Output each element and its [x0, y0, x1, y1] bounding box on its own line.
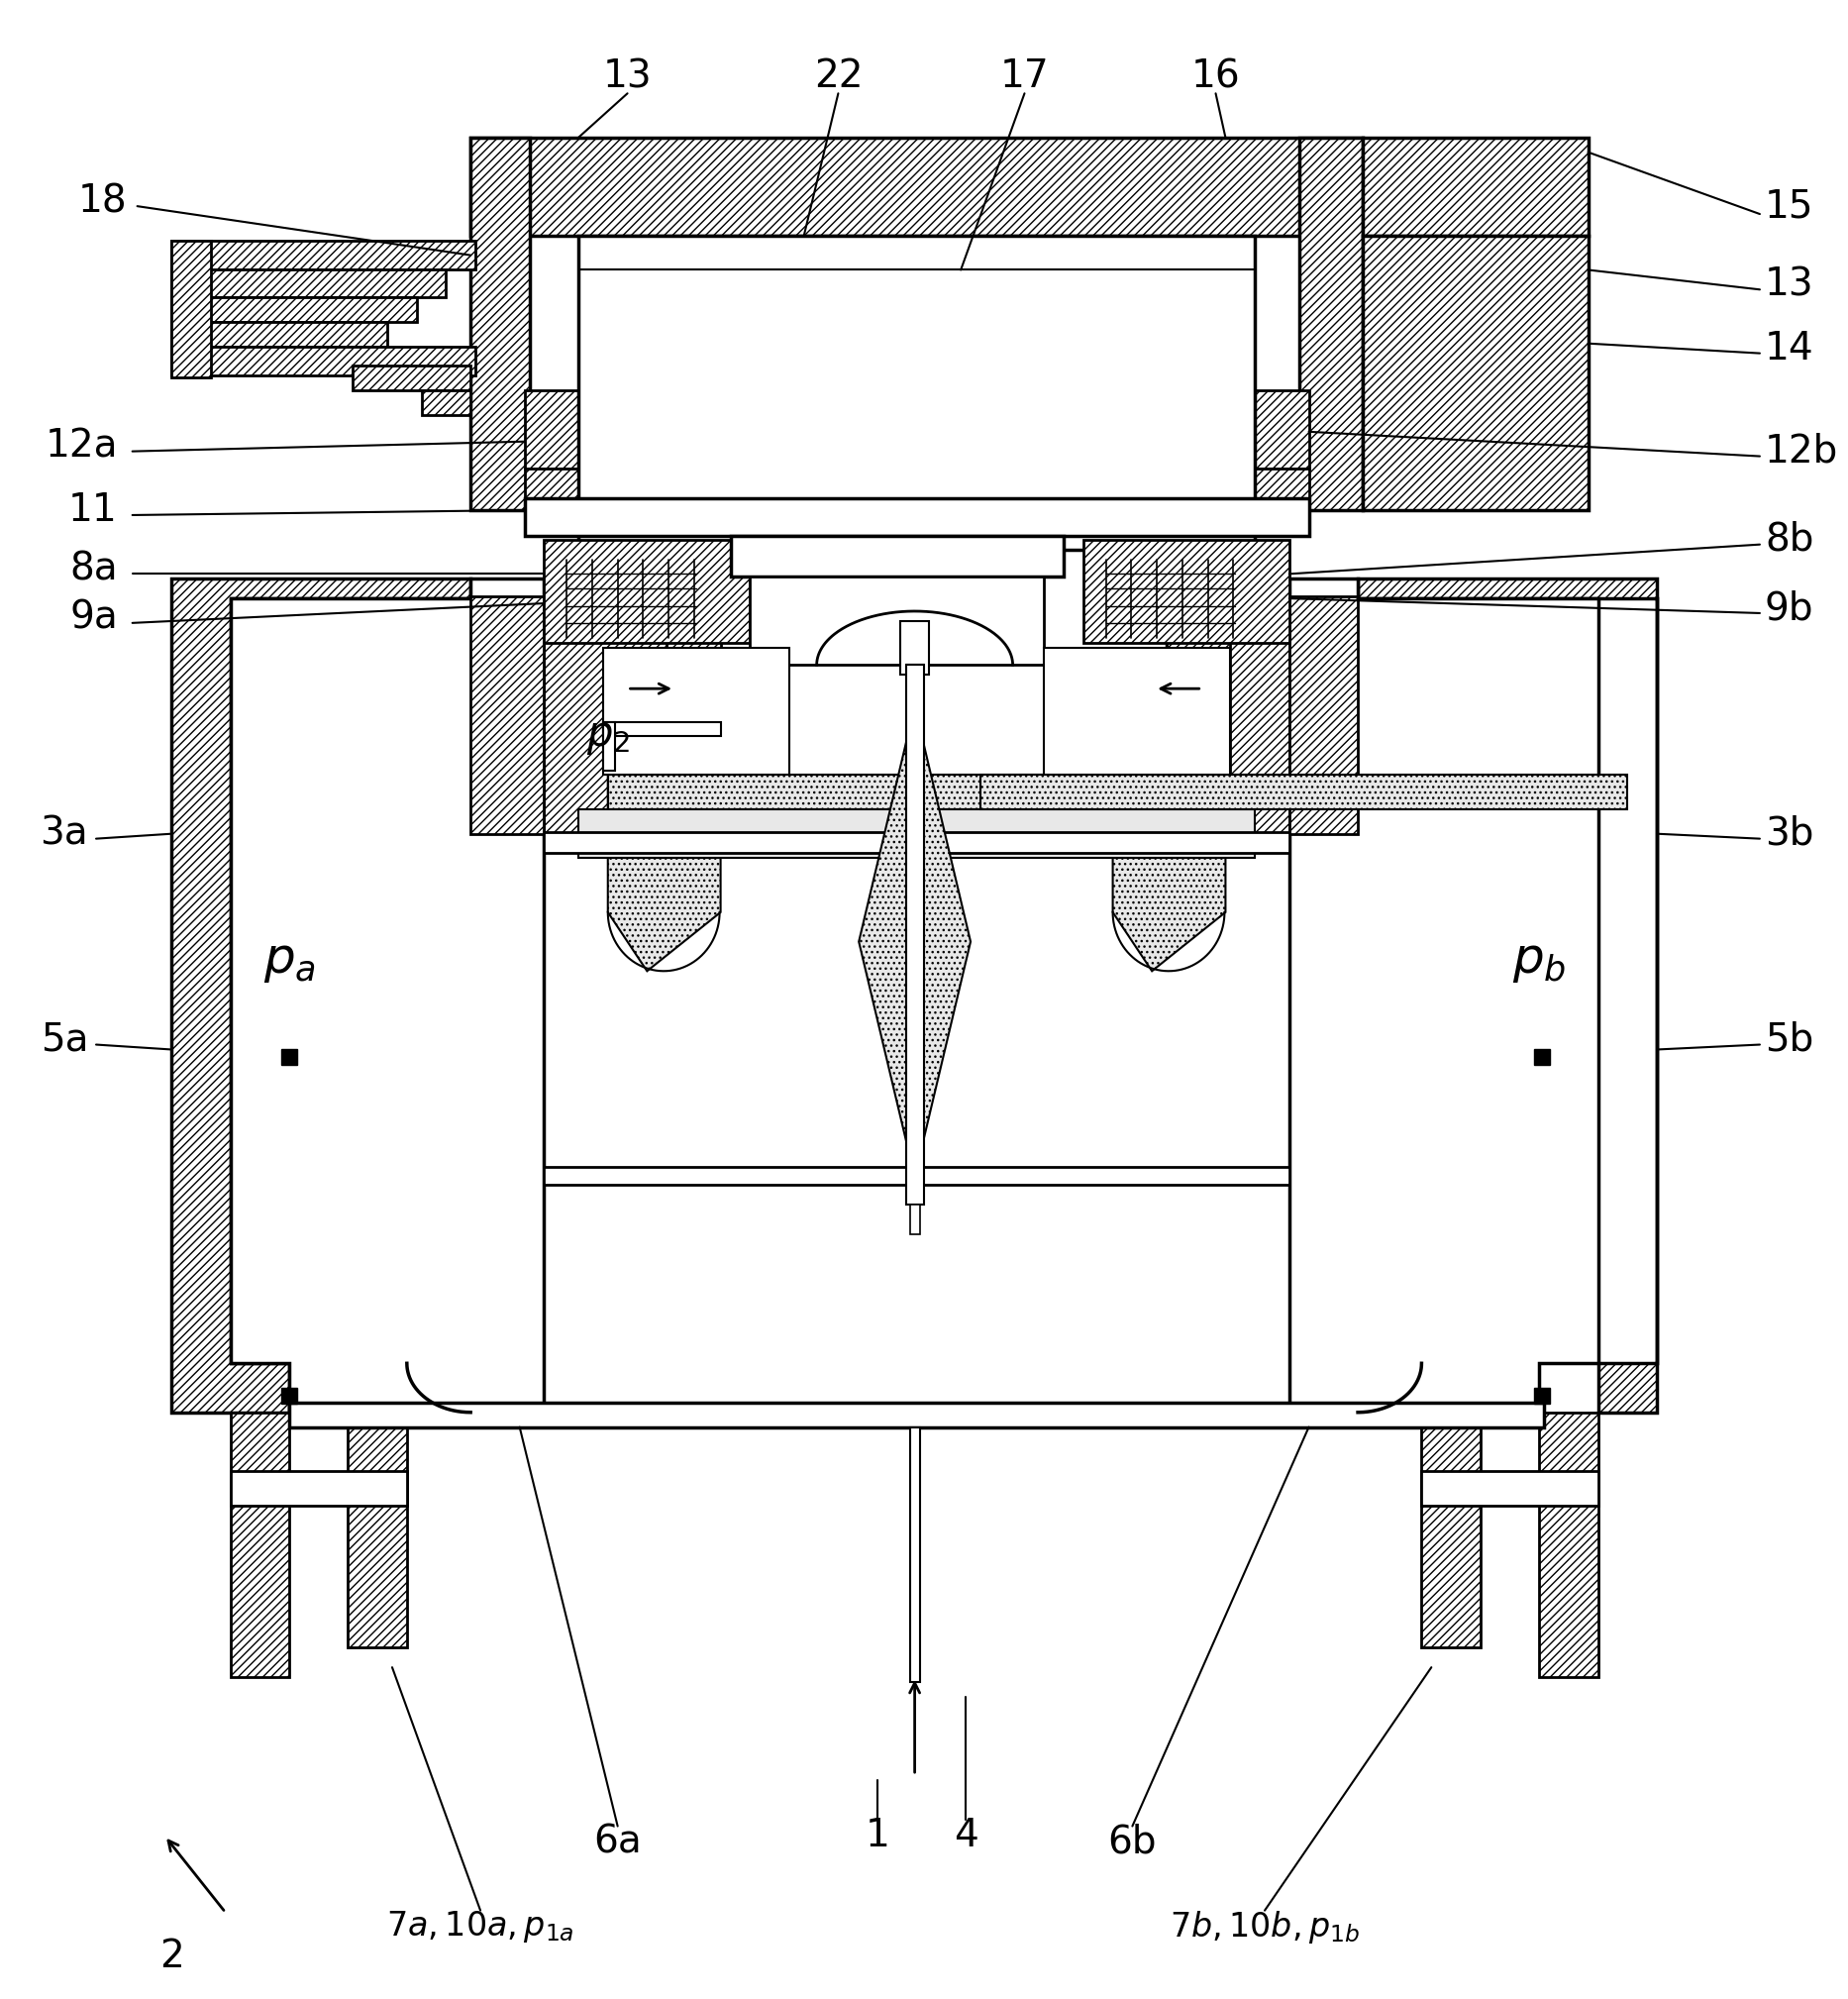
Text: 4: 4	[954, 1817, 978, 1855]
Bar	[172, 240, 211, 378]
Bar	[281, 1049, 298, 1065]
Bar	[1421, 1471, 1599, 1505]
Polygon shape	[1112, 776, 1225, 972]
Text: 13: 13	[602, 58, 652, 96]
Polygon shape	[471, 596, 543, 834]
Bar	[900, 622, 930, 676]
Polygon shape	[859, 706, 970, 1177]
Text: 3b: 3b	[1765, 816, 1813, 854]
Text: $7b,10b,p_{1b}$: $7b,10b,p_{1b}$	[1170, 1909, 1360, 1945]
Bar	[1534, 1387, 1550, 1403]
Bar	[471, 138, 1362, 236]
Polygon shape	[1166, 598, 1290, 834]
Text: 6b: 6b	[1107, 1823, 1157, 1861]
Bar	[1421, 1413, 1480, 1647]
Text: 6a: 6a	[593, 1823, 641, 1861]
Text: 9a: 9a	[70, 600, 118, 638]
Bar	[1539, 1413, 1599, 1677]
Polygon shape	[172, 580, 471, 1413]
Text: 11: 11	[68, 492, 118, 530]
Bar	[525, 390, 602, 470]
Bar	[353, 366, 471, 390]
Bar	[1534, 1049, 1550, 1065]
Text: 12b: 12b	[1765, 432, 1839, 470]
Bar	[1362, 236, 1587, 510]
Bar	[608, 776, 1255, 810]
Polygon shape	[1166, 598, 1231, 834]
Text: 16: 16	[1192, 58, 1240, 96]
Polygon shape	[1358, 580, 1658, 1413]
Bar	[543, 540, 750, 642]
Polygon shape	[543, 598, 667, 834]
Text: 12a: 12a	[44, 428, 118, 466]
Text: 2: 2	[159, 1937, 183, 1975]
Bar	[471, 138, 529, 510]
Bar	[1044, 648, 1231, 776]
Bar	[608, 652, 721, 770]
Text: 3a: 3a	[41, 816, 89, 854]
Text: $p_b$: $p_b$	[1512, 938, 1565, 986]
Bar	[1299, 138, 1362, 510]
Bar	[172, 346, 475, 376]
Bar	[1231, 470, 1308, 498]
Bar	[602, 722, 721, 736]
Bar	[981, 776, 1628, 810]
Bar	[231, 1471, 407, 1505]
Polygon shape	[667, 598, 721, 834]
Text: 17: 17	[1000, 58, 1050, 96]
Bar	[602, 722, 615, 772]
Bar	[543, 1167, 1290, 1185]
Bar	[281, 1387, 298, 1403]
Bar	[172, 270, 445, 298]
Bar	[578, 810, 1255, 840]
Bar	[907, 666, 922, 784]
Bar	[231, 1413, 290, 1677]
Text: 9b: 9b	[1765, 590, 1813, 628]
Bar	[172, 322, 388, 346]
Bar	[578, 840, 1255, 858]
Text: 15: 15	[1765, 188, 1813, 226]
Bar	[1083, 540, 1290, 642]
Text: 18: 18	[78, 182, 128, 220]
Bar	[909, 1205, 920, 1233]
Bar	[578, 236, 1255, 550]
Text: 1: 1	[865, 1817, 889, 1855]
Text: 5b: 5b	[1765, 1021, 1813, 1059]
Text: 13: 13	[1765, 266, 1815, 304]
Polygon shape	[608, 776, 721, 972]
Text: 5a: 5a	[41, 1021, 89, 1059]
Bar	[421, 390, 471, 416]
Polygon shape	[1290, 596, 1358, 834]
Bar	[750, 578, 1044, 666]
Text: 8b: 8b	[1765, 522, 1813, 558]
Bar	[525, 498, 1308, 536]
Bar	[172, 240, 475, 270]
Bar	[290, 1403, 1545, 1427]
Bar	[347, 1413, 407, 1647]
Polygon shape	[1166, 580, 1599, 1413]
Bar	[172, 298, 416, 322]
Text: $p_2$: $p_2$	[586, 716, 630, 756]
Polygon shape	[231, 580, 667, 1413]
Text: 8a: 8a	[70, 550, 118, 588]
Bar	[1231, 390, 1308, 470]
Text: $p_a$: $p_a$	[262, 938, 316, 986]
Bar	[602, 648, 789, 776]
Bar	[909, 1427, 920, 1681]
Bar	[1112, 652, 1225, 770]
Bar	[525, 470, 602, 498]
Text: $7a,10a,p_{1a}$: $7a,10a,p_{1a}$	[386, 1909, 575, 1945]
Text: 22: 22	[813, 58, 863, 96]
Bar	[543, 832, 1290, 854]
Bar	[730, 536, 1064, 578]
Text: 14: 14	[1765, 330, 1815, 368]
Bar	[1362, 138, 1587, 236]
Bar	[906, 666, 924, 1205]
Bar	[231, 598, 471, 1363]
